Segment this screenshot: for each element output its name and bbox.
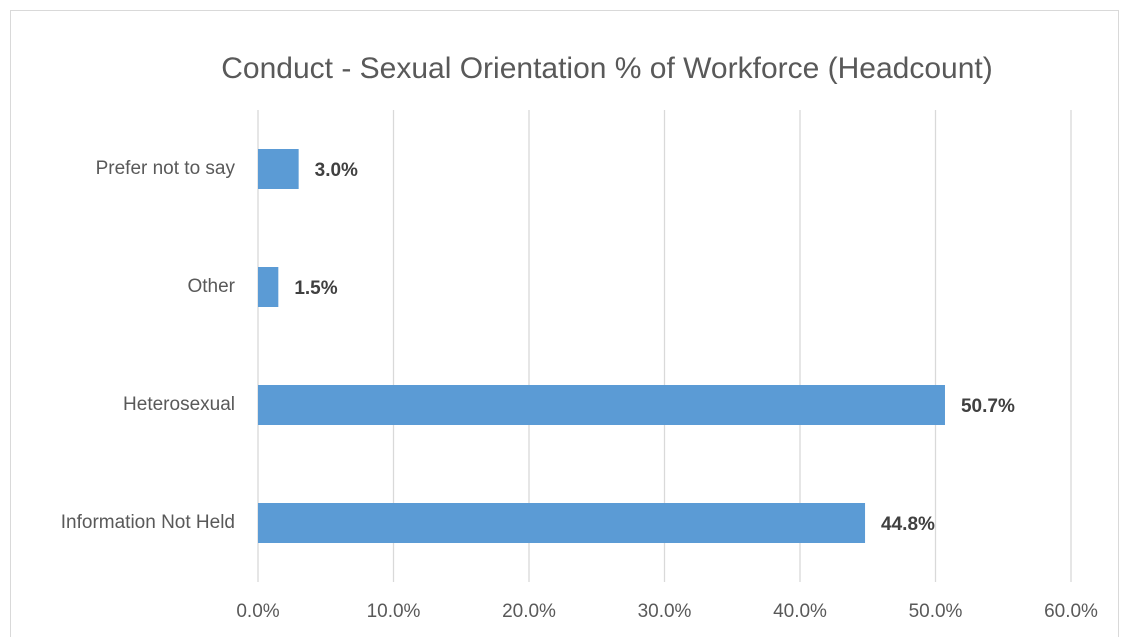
bar [258,149,299,189]
data-label: 1.5% [294,278,337,299]
x-tick-label: 50.0% [909,601,963,622]
data-label: 3.0% [315,160,358,181]
chart-title: Conduct - Sexual Orientation % of Workfo… [221,52,992,85]
bar [258,267,279,307]
chart-frame [10,10,1119,637]
bar [258,503,866,543]
y-tick-label: Heterosexual [123,394,235,415]
x-tick-label: 60.0% [1044,601,1098,622]
data-label: 50.7% [961,396,1015,417]
x-tick-label: 30.0% [638,601,692,622]
x-tick-label: 20.0% [502,601,556,622]
y-tick-label: Prefer not to say [96,158,236,179]
x-tick-label: 0.0% [236,601,279,622]
bar [258,385,945,425]
x-tick-label: 10.0% [367,601,421,622]
data-label: 44.8% [881,514,935,535]
x-tick-label: 40.0% [773,601,827,622]
y-tick-label: Other [187,276,235,297]
y-tick-label: Information Not Held [61,512,235,533]
